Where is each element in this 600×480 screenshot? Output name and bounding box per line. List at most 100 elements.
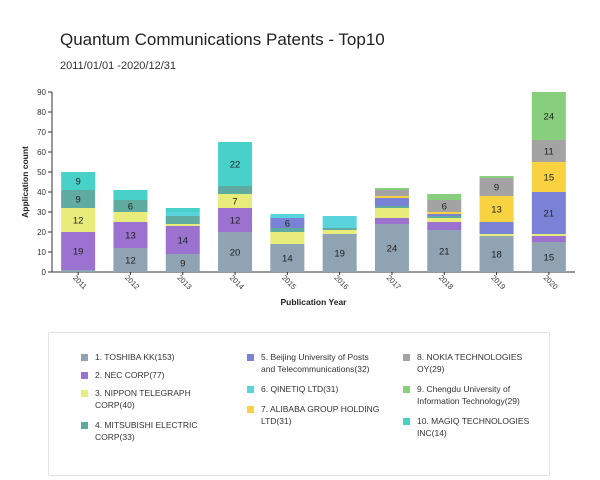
data-label: 15 [544, 173, 555, 184]
legend-swatch [81, 354, 88, 361]
x-tick-label: 2018 [437, 273, 455, 291]
legend-item[interactable]: 5. Beijing University of Posts and Teleco… [247, 351, 401, 375]
legend-label: 9. Chengdu University of [417, 384, 511, 394]
bar-segment [165, 212, 200, 216]
bar-segment [427, 212, 462, 214]
bar-segment [531, 234, 566, 236]
legend-label: 1. TOSHIBA KK(153) [95, 352, 175, 362]
legend-label: 3. NIPPON TELEGRAPH [95, 388, 191, 398]
x-tick-label: 2013 [175, 273, 193, 291]
legend-label: 6. QINETIQ LTD(31) [261, 384, 339, 394]
bar-segment [374, 206, 409, 208]
data-label: 21 [439, 247, 450, 258]
bar-segment [427, 222, 462, 230]
legend-label: 10. MAGIQ TECHNOLOGIES [417, 416, 530, 426]
y-tick-label: 30 [37, 208, 46, 217]
x-tick-label: 2011 [71, 273, 89, 291]
bar-segment [531, 92, 566, 140]
bar-segment [479, 222, 514, 234]
data-label: 6 [128, 202, 133, 213]
legend-item[interactable]: 7. ALIBABA GROUP HOLDING LTD(31) [247, 403, 401, 427]
legend-item[interactable]: 2. NEC CORP(77) [81, 369, 235, 381]
bar-segment [165, 226, 200, 254]
data-label: 20 [230, 248, 241, 259]
legend-swatch [247, 386, 254, 393]
legend-swatch [403, 418, 410, 425]
legend-label: INC(14) [417, 428, 447, 438]
bar-segment [374, 208, 409, 218]
legend-item[interactable]: 8. NOKIA TECHNOLOGIES OY(29) [403, 351, 557, 375]
bar-segment [531, 162, 566, 192]
data-label: 14 [177, 236, 188, 247]
data-label: 24 [544, 112, 555, 123]
legend-item[interactable]: 3. NIPPON TELEGRAPH CORP(40) [81, 387, 235, 411]
x-tick-label: 2017 [385, 273, 403, 291]
bar-segment [61, 232, 96, 270]
x-tick-label: 2012 [123, 273, 141, 291]
x-tick-label: 2019 [489, 273, 507, 291]
chart-title: Quantum Communications Patents - Top10 [60, 30, 385, 49]
bar-segment [218, 194, 253, 208]
bar-segment [427, 214, 462, 216]
legend-swatch [247, 354, 254, 361]
data-label: 11 [544, 147, 554, 158]
y-tick-label: 20 [37, 228, 46, 237]
data-label: 13 [125, 231, 136, 242]
legend-item[interactable]: 1. TOSHIBA KK(153) [81, 351, 235, 363]
y-tick-label: 50 [37, 168, 46, 177]
data-label: 21 [544, 209, 555, 220]
chart-legend: 1. TOSHIBA KK(153) 2. NEC CORP(77) 3. NIPP… [48, 332, 550, 476]
data-label: 15 [544, 253, 555, 264]
bar-segment [322, 216, 357, 228]
data-label: 19 [334, 249, 345, 260]
data-label: 9 [76, 177, 81, 188]
stacked-bar-chart: 0 10 20 30 40 50 60 70 80 90 Application count Publ… [20, 88, 575, 307]
bar-segment [531, 242, 566, 272]
bar-segment [113, 248, 148, 272]
bar-segment [531, 236, 566, 242]
data-label: 12 [73, 216, 84, 227]
legend-swatch [247, 406, 254, 413]
y-tick-label: 10 [37, 248, 46, 257]
legend-swatch [81, 390, 88, 397]
bar-segment [270, 232, 305, 244]
legend-label: 7. ALIBABA GROUP HOLDING [261, 404, 380, 414]
bar-segment [427, 218, 462, 222]
legend-label: CORP(40) [95, 400, 135, 410]
bar-segment [218, 186, 253, 194]
legend-label: 8. NOKIA TECHNOLOGIES [417, 352, 523, 362]
x-tick-label: 2016 [332, 273, 350, 291]
bar-segment [322, 230, 357, 234]
x-tick-label: 2014 [228, 273, 246, 291]
bar-segment [374, 198, 409, 206]
bar-segment [427, 230, 462, 272]
bar-segment [427, 194, 462, 200]
y-tick-label: 80 [37, 108, 46, 117]
bar-segment [427, 200, 462, 212]
legend-label: OY(29) [417, 364, 445, 374]
legend-item[interactable]: 4. MITSUBISHI ELECTRIC CORP(33) [81, 419, 235, 443]
bar-segment [374, 224, 409, 272]
bar-segment [322, 234, 357, 272]
chart-subtitle: 2011/01/01 -2020/12/31 [60, 60, 177, 72]
data-label: 12 [125, 256, 136, 267]
bar-segment [113, 212, 148, 222]
bar-segment [270, 228, 305, 232]
bar-segment [270, 214, 305, 218]
bar-segment [218, 142, 253, 186]
legend-label: CORP(33) [95, 432, 135, 442]
legend-item[interactable]: 6. QINETIQ LTD(31) [247, 383, 401, 395]
legend-item[interactable]: 9. Chengdu University of Information Tech… [403, 383, 557, 407]
bar-segment [322, 228, 357, 230]
y-tick-label: 60 [37, 148, 46, 157]
bar-segment [374, 190, 409, 196]
legend-item[interactable]: 10. MAGIQ TECHNOLOGIES INC(14) [403, 415, 557, 439]
legend-swatch [403, 386, 410, 393]
bar-segment [270, 244, 305, 272]
bar-segment [479, 176, 514, 178]
bar-segment [479, 236, 514, 272]
data-label: 18 [491, 250, 502, 261]
y-tick-label: 0 [42, 268, 47, 277]
x-tick-label: 2015 [280, 273, 298, 291]
bar-segment [165, 216, 200, 224]
